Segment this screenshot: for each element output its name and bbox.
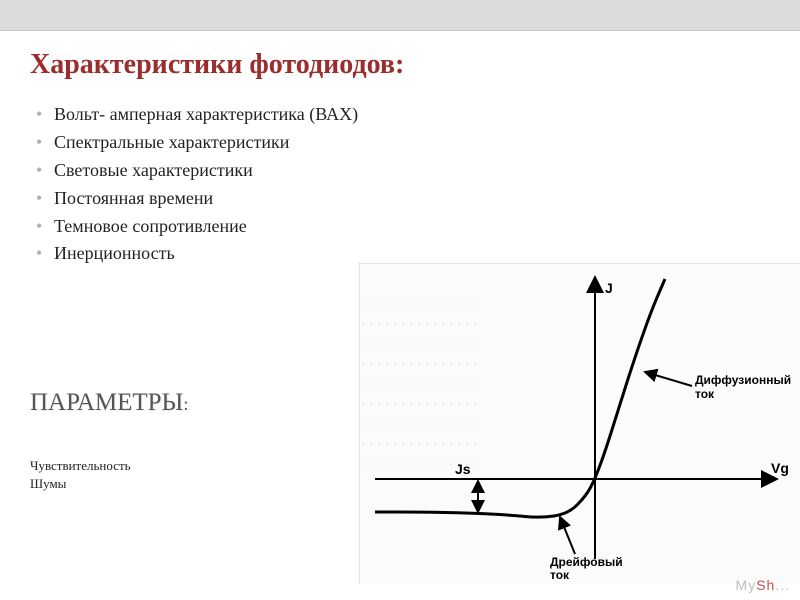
parameters-sublist: Чувствительность Шумы [30,457,188,493]
list-item: Темновое сопротивление [32,213,774,241]
parameters-block: ПАРАМЕТРЫ: Чувствительность Шумы [30,389,188,493]
parameters-heading-text: ПАРАМЕТРЫ [30,389,183,416]
iv-curve-svg: J Vg Js Диффузионный ток Дрейфовый ток [360,264,800,584]
slide-body: Характеристики фотодиодов: Вольт- амперн… [0,31,800,600]
x-axis-label: Vg [771,460,789,476]
js-label: Js [455,461,471,477]
y-axis-label: J [605,280,613,296]
slide-title: Характеристики фотодиодов: [30,49,774,81]
list-item: Постоянная времени [32,185,774,213]
watermark-rest: ... [775,577,790,593]
iv-curve-diagram: J Vg Js Диффузионный ток Дрейфовый ток [359,263,800,584]
drift-label-2: ток [550,568,570,582]
diffusion-label: Диффузионный [695,373,791,387]
parameters-sub-item: Шумы [30,475,188,493]
watermark-a: My [736,577,757,593]
drift-label: Дрейфовый [550,555,623,569]
grid-lines [362,304,480,464]
diffusion-label-2: ток [695,387,715,401]
list-item: Световые характеристики [32,157,774,185]
parameters-heading-colon: : [183,394,188,414]
watermark: MySh... [736,577,790,593]
list-item: Спектральные характеристики [32,129,774,157]
parameters-sub-item: Чувствительность [30,457,188,475]
list-item: Вольт- амперная характеристика (ВАХ) [32,101,774,129]
parameters-heading: ПАРАМЕТРЫ: [30,389,188,417]
characteristics-list: Вольт- амперная характеристика (ВАХ) Спе… [32,101,774,268]
watermark-b: Sh [756,577,775,593]
drift-arrow [560,517,575,554]
diffusion-arrow [645,372,692,386]
iv-curve [375,279,665,517]
decorative-top-band [0,0,800,31]
